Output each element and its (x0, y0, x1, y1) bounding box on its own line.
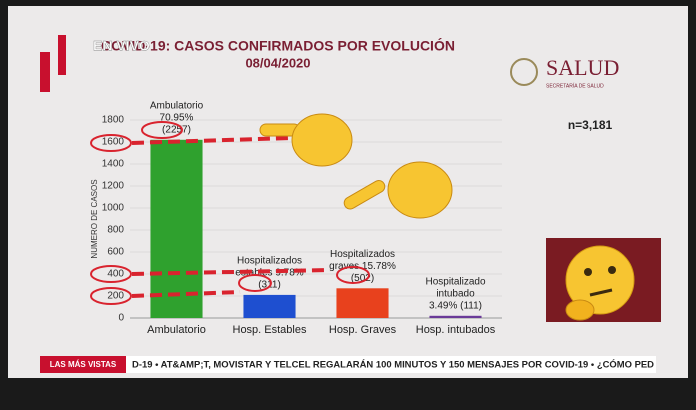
y-axis-label: NUMERO DE CASOS (90, 179, 99, 258)
sample-size: n=3,181 (568, 118, 613, 132)
y-tick-label: 1400 (102, 159, 125, 170)
hand (291, 113, 353, 167)
x-tick-label: Hosp. Graves (329, 324, 397, 336)
logo-text: SALUD (546, 55, 619, 80)
hand (387, 161, 453, 219)
bar-annotation: (502) (351, 273, 374, 284)
bar-annotation: Hospitalizados (237, 256, 302, 267)
plot: 0 200 400 600 800 1000 1200 1400 1600 1800 Ambulat… (102, 100, 502, 336)
emoji-eye (584, 268, 592, 276)
bar (150, 139, 203, 318)
y-tick-label: 600 (107, 247, 124, 258)
logo-emblem (510, 58, 538, 86)
emoji-mouth (589, 288, 613, 297)
bar-annotation: Ambulatorio (150, 100, 204, 111)
ticker-bar (40, 356, 656, 373)
y-tick-label: 1600 (102, 137, 125, 148)
bar-annotation: intubado (436, 288, 475, 299)
thinking-face (565, 245, 635, 315)
bar-annotation: 70.95% (160, 112, 194, 123)
ticker-text: D-19 • AT&AMP;T, MOVISTAR Y TELCEL REGAL… (132, 359, 654, 371)
circle-mark (336, 266, 370, 284)
dashed-line (131, 290, 241, 298)
live-label: EN VIVO (93, 38, 150, 54)
emoji-hand (565, 299, 595, 321)
bar-annotation: (2257) (162, 124, 191, 135)
y-tick-label: 1200 (102, 181, 125, 192)
bar (429, 315, 482, 318)
bar (336, 288, 389, 318)
bar-annotation: 3.49% (111) (429, 300, 482, 311)
scribbles (90, 121, 370, 305)
y-tick-label: 1800 (102, 115, 125, 126)
circle-mark (238, 274, 272, 292)
x-tick-label: Hosp. Estables (233, 324, 307, 336)
ticker-label-box (40, 356, 126, 373)
circle-mark (90, 134, 132, 152)
dashed-line (131, 136, 291, 145)
side-bar (58, 35, 66, 75)
bar-annotation: Hospitalizados (330, 249, 395, 260)
logo-subtext: SECRETARÍA DE SALUD (546, 82, 604, 89)
bar-annotation: graves 15.78% (329, 261, 396, 272)
chart-title: COVID-19: CASOS CONFIRMADOS POR EVOLUCIÓ… (101, 37, 455, 54)
emoji-eye (608, 266, 616, 274)
chart-subtitle: 08/04/2020 (245, 55, 310, 70)
hand-finger (343, 180, 386, 210)
circle-mark (90, 287, 132, 305)
pointing-hands (259, 113, 453, 219)
side-bar (40, 52, 50, 92)
y-tick-label: 800 (107, 225, 124, 236)
x-tick-label: Hosp. intubados (416, 324, 496, 336)
y-tick-label: 400 (107, 269, 124, 280)
ticker-label: LAS MÁS VISTAS (50, 360, 117, 369)
y-tick-label: 200 (107, 291, 124, 302)
bar-annotation: Hospitalizado (425, 276, 485, 287)
dashed-line (131, 268, 331, 276)
circle-mark (141, 121, 183, 139)
circle-mark (90, 265, 132, 283)
y-tick-label: 1000 (102, 203, 125, 214)
bar (243, 294, 296, 318)
y-tick-label: 0 (118, 313, 124, 324)
x-tick-label: Ambulatorio (147, 324, 206, 336)
